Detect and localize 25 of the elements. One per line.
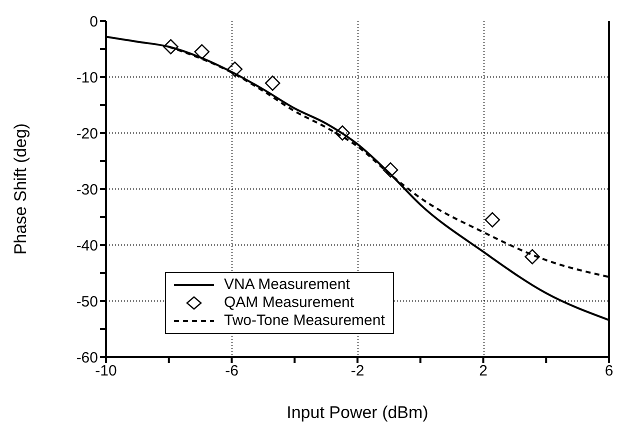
y-tick-label: -40 bbox=[76, 237, 98, 254]
x-tick-label: 6 bbox=[604, 362, 614, 380]
y-tick-label: -30 bbox=[76, 181, 98, 198]
point bbox=[382, 162, 398, 178]
x-tick-label: -6 bbox=[225, 362, 238, 380]
x-axis-title: Input Power (dBm) bbox=[286, 403, 428, 422]
y-tick-label: -60 bbox=[76, 349, 98, 366]
point bbox=[334, 125, 350, 141]
y-tick-label: 0 bbox=[90, 13, 98, 30]
y-axis-title: Phase Shift (deg) bbox=[11, 123, 30, 255]
x-tick-label: 2 bbox=[479, 362, 488, 380]
x-tick-label: -10 bbox=[95, 362, 117, 380]
legend-label: Two-Tone Measurement bbox=[224, 312, 385, 330]
legend-label: QAM Measurement bbox=[224, 294, 354, 312]
point bbox=[264, 76, 280, 91]
y-tick-label: -50 bbox=[76, 293, 98, 310]
point bbox=[194, 44, 210, 60]
y-tick-label: -10 bbox=[76, 69, 98, 86]
x-tick-label: -2 bbox=[350, 362, 364, 380]
point bbox=[484, 212, 500, 228]
y-tick-label: -20 bbox=[76, 125, 98, 142]
point bbox=[524, 249, 540, 264]
point bbox=[163, 39, 178, 54]
legend-label: VNA Measurement bbox=[224, 276, 350, 294]
point bbox=[227, 62, 243, 77]
